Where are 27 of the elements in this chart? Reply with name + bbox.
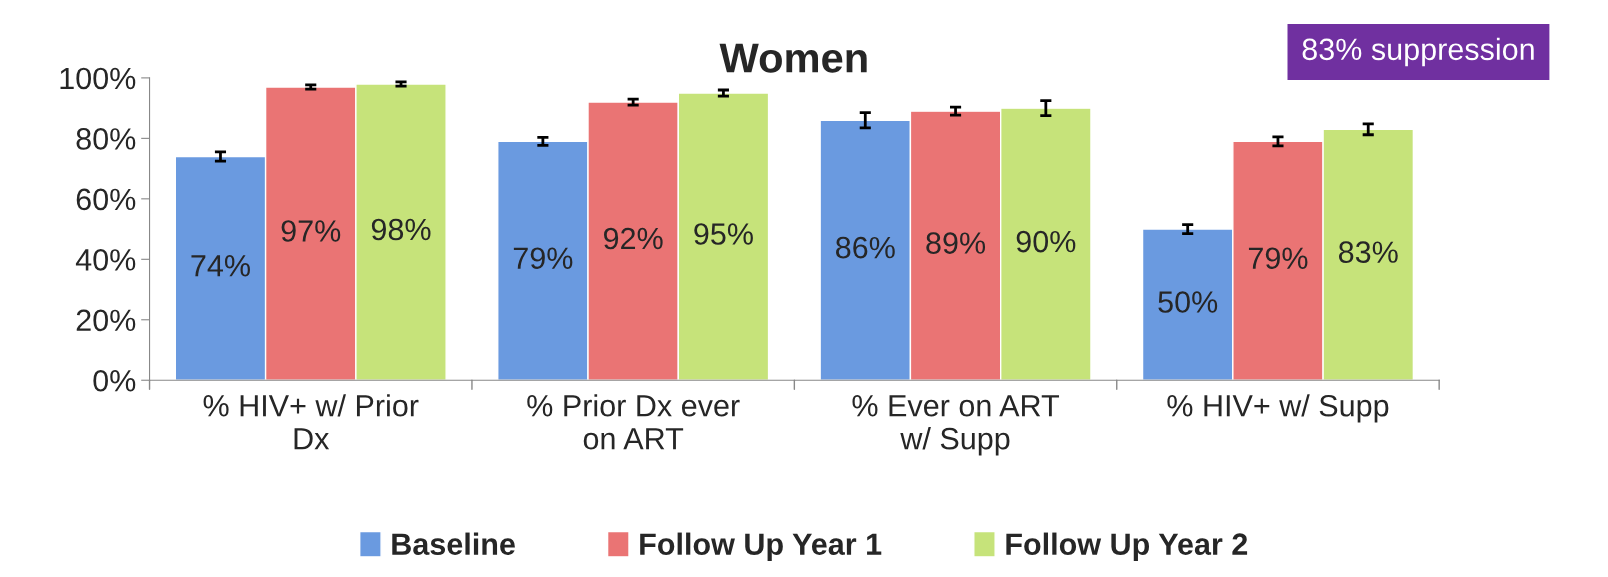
data-label: 97% xyxy=(281,220,341,242)
y-tick-label: 100% xyxy=(60,67,136,90)
data-label: 74% xyxy=(191,255,250,277)
data-label: 90% xyxy=(1016,230,1076,253)
legend-label: Baseline xyxy=(392,532,515,555)
x-tick-label: % HIV+ w/ Supp xyxy=(1167,394,1389,423)
chart-title: Women xyxy=(719,43,867,73)
x-tick-label: % HIV+ w/ Prior Dx xyxy=(203,394,419,450)
text: 83% suppression xyxy=(1302,37,1534,67)
data-label: 98% xyxy=(371,218,431,241)
data-label: 79% xyxy=(513,247,573,270)
data-label: 95% xyxy=(694,223,753,245)
data-label: 79% xyxy=(1248,247,1308,270)
y-tick-label: 40% xyxy=(75,249,136,271)
y-tick-label: 0% xyxy=(93,369,136,392)
y-tick-label: 60% xyxy=(76,188,136,211)
data-label: 92% xyxy=(604,227,663,250)
x-tick-label: % Ever on ART w/ Supp xyxy=(852,395,1060,456)
data-label: 86% xyxy=(836,236,895,259)
x-tick-label: % Prior Dx ever on ART xyxy=(527,394,740,450)
data-label: 50% xyxy=(1158,291,1218,313)
y-tick-label: 80% xyxy=(76,128,136,150)
data-label: 89% xyxy=(926,232,986,254)
data-label: 83% xyxy=(1338,241,1398,263)
legend-label: Follow Up Year 1 xyxy=(640,532,882,562)
y-tick-label: 20% xyxy=(76,309,136,332)
legend-label: Follow Up Year 2 xyxy=(1006,532,1248,562)
